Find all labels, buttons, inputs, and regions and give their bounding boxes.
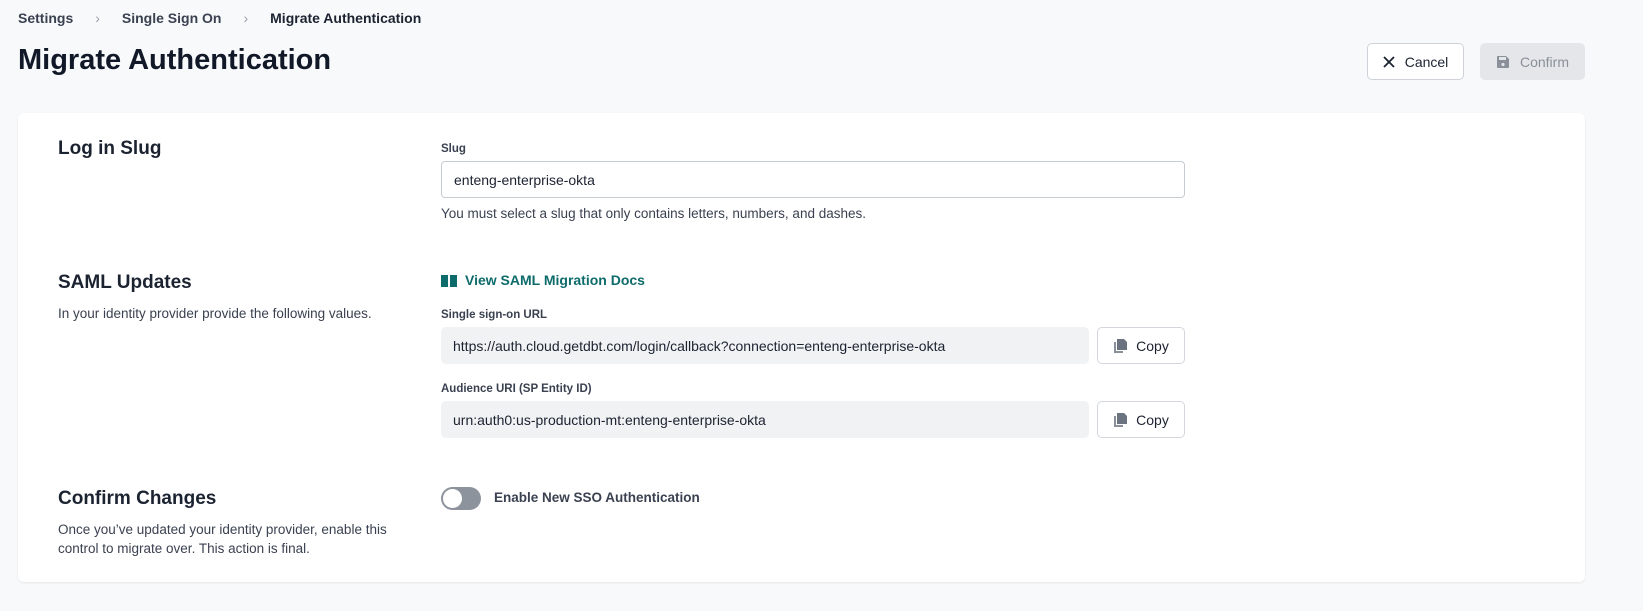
close-icon (1383, 55, 1395, 68)
cancel-label: Cancel (1404, 53, 1449, 70)
confirm-label: Confirm (1519, 53, 1569, 70)
confirm-button[interactable]: Confirm (1480, 43, 1585, 80)
book-icon (441, 274, 457, 287)
enable-sso-toggle[interactable] (441, 487, 481, 510)
breadcrumb-current: Migrate Authentication (270, 10, 422, 26)
saml-section-title: SAML Updates (58, 272, 192, 293)
copy-audience-button[interactable]: Copy (1097, 401, 1185, 438)
confirm-section-title: Confirm Changes (58, 488, 217, 509)
copy-sso-url-button[interactable]: Copy (1097, 327, 1185, 364)
confirm-description-2: control to migrate over. This action is … (58, 541, 310, 556)
copy-label: Copy (1136, 411, 1169, 428)
copy-icon (1114, 413, 1128, 427)
breadcrumb-sso[interactable]: Single Sign On (121, 10, 222, 26)
slug-section-title: Log in Slug (58, 138, 162, 159)
saml-description: In your identity provider provide the fo… (58, 306, 372, 321)
save-icon (1496, 55, 1509, 68)
saml-docs-link[interactable]: View SAML Migration Docs (441, 272, 645, 288)
breadcrumb: Settings › Single Sign On › Migrate Auth… (18, 9, 421, 27)
audience-uri-field[interactable]: urn:auth0:us-production-mt:enteng-enterp… (441, 401, 1089, 438)
toggle-knob (443, 489, 462, 508)
page-title: Migrate Authentication (18, 44, 332, 76)
slug-label: Slug (441, 143, 466, 155)
docs-link-label: View SAML Migration Docs (465, 272, 645, 288)
slug-input[interactable]: enteng-enterprise-okta (441, 161, 1185, 198)
enable-sso-label: Enable New SSO Authentication (494, 490, 700, 505)
sso-url-field[interactable]: https://auth.cloud.getdbt.com/login/call… (441, 327, 1089, 364)
confirm-description-1: Once you’ve updated your identity provid… (58, 522, 387, 537)
slug-help-text: You must select a slug that only contain… (441, 206, 866, 221)
copy-icon (1114, 339, 1128, 353)
copy-label: Copy (1136, 337, 1169, 354)
audience-uri-label: Audience URI (SP Entity ID) (441, 383, 592, 395)
breadcrumb-settings[interactable]: Settings (18, 10, 74, 26)
cancel-button[interactable]: Cancel (1367, 43, 1464, 80)
sso-url-label: Single sign-on URL (441, 309, 548, 321)
chevron-right-icon: › (95, 10, 100, 26)
chevron-right-icon: › (243, 10, 249, 26)
